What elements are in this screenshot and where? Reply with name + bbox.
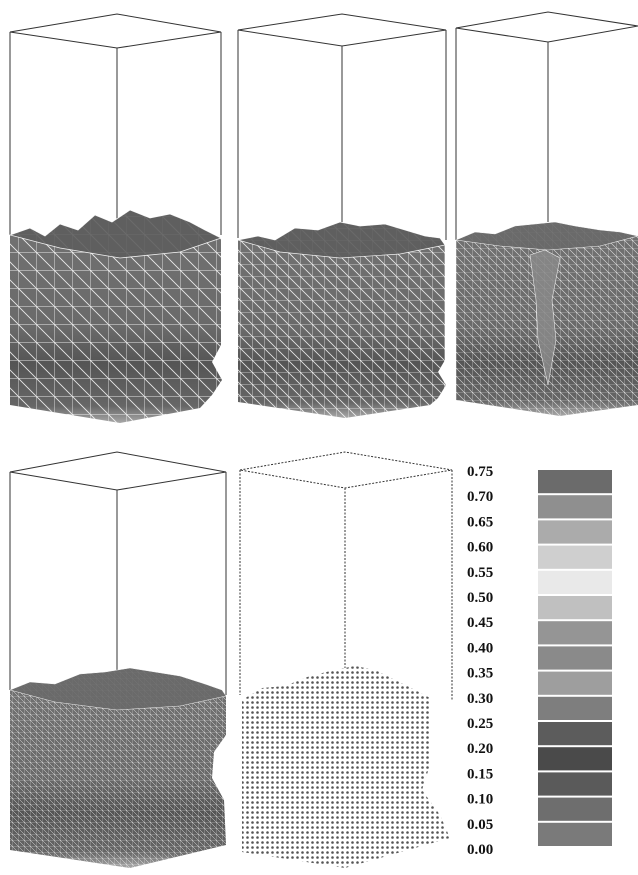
- panel-4-granular-fill: [9, 667, 227, 868]
- legend-band: [538, 696, 612, 720]
- legend-band: [538, 671, 612, 695]
- legend-band: [538, 570, 612, 594]
- legend-band: [538, 470, 612, 494]
- legend-band: [538, 520, 612, 544]
- panel-1-box-outline: [9, 13, 222, 235]
- legend-tick-label: 0.55: [467, 565, 493, 581]
- legend-tick-label: 0.00: [467, 842, 493, 858]
- legend-band: [538, 646, 612, 670]
- panel-3-box-outline: [455, 11, 638, 240]
- panel-4: [9, 451, 227, 868]
- legend-tick-label: 0.15: [467, 766, 493, 782]
- legend-tick-label: 0.70: [467, 489, 493, 505]
- panel-5: [239, 451, 453, 868]
- legend: 0.75 0.70 0.65 0.60 0.55 0.50 0.45 0.40 0.35 0.30…: [467, 464, 612, 858]
- legend-tick-label: 0.20: [467, 741, 493, 757]
- legend-tick-label: 0.65: [467, 514, 493, 530]
- legend-labels: 0.75 0.70 0.65 0.60 0.55 0.50 0.45 0.40 0.35 0.30…: [467, 464, 493, 858]
- panel-5-particle-fill: [242, 666, 450, 868]
- legend-tick-label: 0.40: [467, 640, 493, 656]
- panel-2-granular-fill: [237, 221, 446, 418]
- panel-1-granular-fill: [8, 209, 223, 423]
- legend-tick-label: 0.35: [467, 666, 493, 682]
- legend-band: [538, 722, 612, 746]
- legend-band: [538, 797, 612, 821]
- panel-3: [454, 11, 638, 416]
- legend-band: [538, 772, 612, 796]
- panel-5-box-outline: [239, 451, 453, 700]
- legend-tick-label: 0.60: [467, 540, 493, 556]
- legend-tick-label: 0.05: [467, 817, 493, 833]
- legend-tick-label: 0.30: [467, 691, 493, 707]
- panel-4-box-outline: [9, 451, 227, 695]
- panel-2: [237, 13, 447, 418]
- legend-band: [538, 621, 612, 645]
- panel-3-granular-fill: [454, 221, 638, 416]
- legend-color-bar: [538, 470, 612, 846]
- legend-band: [538, 495, 612, 519]
- legend-band: [538, 747, 612, 771]
- panel-1: [8, 13, 223, 423]
- legend-tick-label: 0.25: [467, 716, 493, 732]
- legend-tick-label: 0.50: [467, 590, 493, 606]
- legend-tick-label: 0.75: [467, 464, 493, 480]
- legend-tick-label: 0.45: [467, 615, 493, 631]
- panel-2-box-outline: [237, 13, 447, 240]
- legend-band: [538, 596, 612, 620]
- legend-tick-label: 0.10: [467, 792, 493, 808]
- legend-band: [538, 545, 612, 569]
- legend-band: [538, 822, 612, 846]
